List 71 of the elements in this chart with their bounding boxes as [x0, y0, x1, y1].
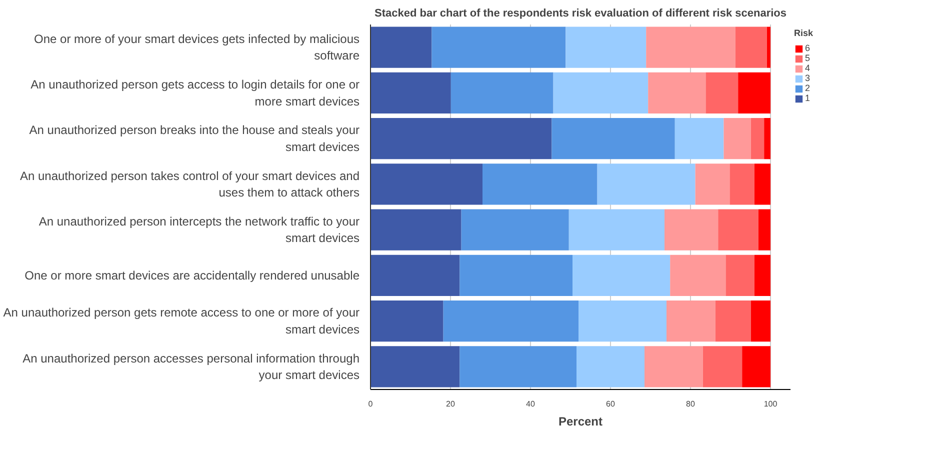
x-tick-label: 80: [686, 400, 696, 408]
bar: [460, 254, 572, 296]
legend-label: 1: [805, 93, 812, 103]
x-tick-label: 40: [526, 400, 536, 408]
bar: [670, 254, 726, 296]
legend-label: 4: [805, 63, 812, 73]
bar: [730, 164, 754, 205]
bar: [572, 254, 670, 296]
bar: [370, 164, 482, 205]
y-tick-label: An unauthorized person intercepts the network traffic to your smart devices: [38, 214, 360, 246]
y-tick-label: An unauthorized person breaks into the house and steals your smart devices: [29, 123, 360, 154]
x-axis-title: Percent: [558, 414, 603, 428]
bar: [566, 26, 646, 68]
bar: [695, 164, 730, 205]
bar: [666, 300, 716, 342]
legend-label: 5: [805, 53, 812, 63]
bar: [370, 72, 451, 114]
bar: [726, 254, 754, 296]
bar: [370, 300, 444, 342]
bar: [576, 346, 644, 388]
legend-title: Risk: [794, 28, 814, 38]
bar: [450, 72, 554, 114]
x-tick-label: 60: [606, 400, 616, 408]
bar: [644, 346, 703, 388]
bar: [460, 346, 576, 388]
bar: [646, 26, 736, 68]
y-tick-label: An unauthorized person gets remote access to one or more of your smart devices: [3, 306, 360, 336]
y-tick-label: An unauthorized person accesses personal information through your smart devices: [22, 351, 360, 382]
bar: [443, 300, 578, 342]
bar: [648, 72, 706, 114]
bar: [702, 346, 742, 388]
chart-title: Stacked bar chart of the respondents risk evaluation of different risk scenarios: [374, 8, 787, 20]
bar: [370, 26, 432, 68]
legend-label: 2: [805, 83, 812, 93]
legend-label: 3: [805, 73, 812, 83]
bar: [568, 209, 664, 250]
bar: [754, 254, 770, 296]
bar: [674, 118, 724, 160]
bar: [461, 209, 569, 250]
y-tick-label: An unauthorized person takes control of your smart devices and uses them to attack others: [20, 168, 360, 200]
bar: [578, 300, 666, 342]
x-tick-label: 0: [368, 400, 374, 408]
bar: [432, 26, 566, 68]
bar: [766, 26, 770, 68]
bar: [764, 118, 770, 160]
bar: [724, 118, 751, 160]
bar: [754, 164, 770, 205]
bar: [370, 254, 460, 296]
bar: [706, 72, 738, 114]
bar: [370, 346, 460, 388]
bar: [718, 209, 758, 250]
bar: [370, 209, 462, 250]
bar: [735, 26, 767, 68]
y-tick-label: An unauthorized person gets access to login details for one or more smart devices: [30, 78, 360, 108]
bar: [664, 209, 718, 250]
bar: [750, 300, 770, 342]
y-tick-label: One or more smart devices are accidentally rendered unusable: [24, 268, 360, 282]
x-tick-label: 100: [764, 400, 778, 408]
legend-label: 6: [805, 43, 812, 53]
x-tick-label: 20: [446, 400, 456, 408]
bar: [758, 209, 770, 250]
bar: [552, 118, 675, 160]
bar: [750, 118, 764, 160]
bar: [715, 300, 751, 342]
bar: [370, 118, 552, 160]
bar: [597, 164, 696, 205]
y-tick-label: One or more of your smart devices gets infected by malicious software: [34, 32, 360, 63]
bar: [553, 72, 648, 114]
bar: [482, 164, 598, 205]
bar: [738, 72, 770, 114]
bar: [742, 346, 770, 388]
